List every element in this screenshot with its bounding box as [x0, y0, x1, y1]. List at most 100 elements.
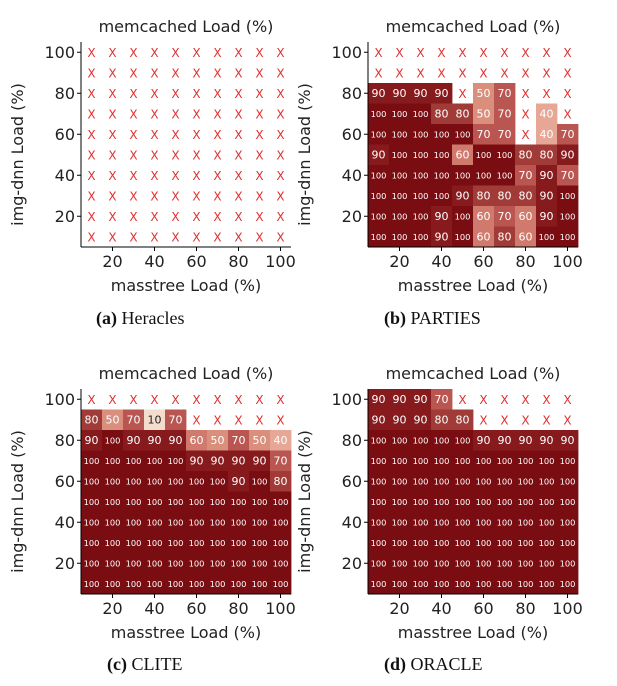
infeasible-mark: X [276, 413, 284, 427]
heatmap-cell [368, 409, 390, 431]
cell-value-label: 100 [392, 579, 408, 589]
infeasible-mark: X [129, 87, 137, 101]
heatmap-cell [410, 124, 432, 145]
heatmap-cell [494, 532, 516, 554]
heatmap-cell [207, 471, 229, 492]
infeasible-mark: X [87, 87, 95, 101]
cell-value-label: 100 [210, 497, 226, 507]
heatmap-cell [431, 185, 453, 207]
heatmap-cell [515, 471, 537, 492]
cell-value-label: 90 [169, 434, 183, 447]
cell-value-label: 100 [560, 579, 576, 589]
cell-value-label: 100 [392, 435, 408, 445]
heatmap-cell [249, 430, 271, 451]
x-tick-label: 60 [186, 252, 206, 271]
infeasible-mark: X [129, 66, 137, 80]
x-axis-label: masstree Load (%) [398, 276, 549, 295]
infeasible-mark: X [521, 46, 529, 60]
caption-label-d: (d) [384, 654, 406, 674]
heatmap-cell [536, 573, 558, 595]
infeasible-mark: X [234, 128, 242, 142]
cell-value-label: 40 [540, 107, 554, 120]
cell-value-label: 50 [477, 87, 491, 100]
infeasible-mark: X [129, 230, 137, 244]
cell-value-label: 100 [84, 517, 100, 527]
infeasible-mark: X [213, 87, 221, 101]
cell-value-label: 100 [210, 476, 226, 486]
infeasible-mark: X [192, 413, 200, 427]
heatmap-cell [249, 553, 271, 574]
heatmap-panel-a: X X X X X X X X X XX X X X X X X X X XX X X X X X X X X XX X X X X X X X X X… [8, 17, 296, 295]
heatmap-cell [228, 430, 250, 451]
cell-value-label: 100 [413, 517, 429, 527]
heatmap-cell [165, 430, 187, 451]
infeasible-mark: X [479, 46, 487, 60]
heatmap-cell [473, 471, 495, 492]
x-tick-label: 20 [389, 599, 409, 618]
infeasible-mark: X [374, 66, 382, 80]
x-tick-label: 100 [552, 252, 583, 271]
cell-value-label: 60 [477, 230, 491, 243]
heatmap-cell [536, 491, 558, 513]
heatmap-cell [557, 206, 579, 227]
cell-value-label: 100 [189, 517, 205, 527]
heatmap-cell [431, 409, 453, 431]
heatmap-cell [494, 206, 516, 227]
cell-value-label: 100 [252, 476, 268, 486]
y-tick-label: 60 [55, 125, 75, 144]
heatmap-cell [536, 226, 558, 248]
cell-value-label: 100 [413, 211, 429, 221]
infeasible-mark: X [213, 66, 221, 80]
cell-value-label: 100 [147, 517, 163, 527]
cell-value-label: 100 [560, 476, 576, 486]
y-tick-label: 80 [342, 84, 362, 103]
cell-value-label: 100 [371, 232, 387, 242]
cell-value-label: 100 [126, 476, 142, 486]
cell-value-label: 100 [105, 435, 121, 445]
heatmap-cell [473, 512, 495, 533]
heatmap-cell [368, 206, 390, 227]
cell-value-label: 100 [476, 538, 492, 548]
heatmap-cell [123, 573, 145, 595]
heatmap-cell [368, 532, 390, 554]
caption-name-b: PARTIES [410, 308, 481, 328]
infeasible-mark: X [255, 393, 263, 407]
cell-value-label: 100 [168, 579, 184, 589]
cell-value-label: 100 [168, 517, 184, 527]
heatmap-cell [165, 553, 187, 574]
x-tick-label: 80 [228, 252, 248, 271]
cell-value-label: 100 [434, 497, 450, 507]
infeasible-mark: X [479, 393, 487, 407]
infeasible-mark: X [171, 87, 179, 101]
infeasible-mark: X [276, 169, 284, 183]
cell-value-label: 100 [392, 129, 408, 139]
heatmap-cell [536, 450, 558, 472]
cell-value-label: 100 [252, 538, 268, 548]
cell-value-label: 100 [189, 476, 205, 486]
cell-value-label: 100 [147, 579, 163, 589]
cell-value-label: 100 [252, 558, 268, 568]
infeasible-mark: X [255, 230, 263, 244]
cell-value-label: 100 [539, 558, 555, 568]
cell-value-label: 100 [231, 558, 247, 568]
heatmap-cell [389, 124, 411, 145]
infeasible-mark: X [192, 393, 200, 407]
cell-value-label: 100 [105, 497, 121, 507]
infeasible-mark: X [542, 87, 550, 101]
x-axis-label: masstree Load (%) [398, 623, 549, 642]
cell-value-label: 100 [413, 558, 429, 568]
cell-value-label: 100 [476, 456, 492, 466]
infeasible-mark: X [129, 169, 137, 183]
heatmap-cell [368, 553, 390, 574]
infeasible-mark: X [213, 393, 221, 407]
heatmap-cell [144, 512, 166, 533]
cell-value-label: 80 [456, 413, 470, 426]
infeasible-mark: X [150, 189, 158, 203]
infeasible-mark: X [129, 128, 137, 142]
cell-value-label: 100 [539, 497, 555, 507]
cell-value-label: 100 [84, 579, 100, 589]
heatmap-cell [515, 553, 537, 574]
cell-value-label: 100 [455, 579, 471, 589]
caption-name-c: CLITE [131, 654, 183, 674]
cell-value-label: 100 [539, 476, 555, 486]
